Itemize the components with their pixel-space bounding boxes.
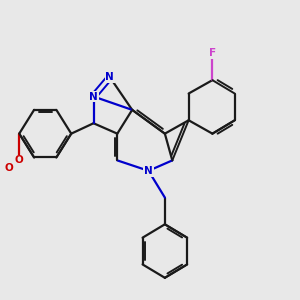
- Text: N: N: [144, 166, 153, 176]
- Text: O: O: [15, 155, 24, 165]
- Text: N: N: [106, 72, 114, 82]
- Text: F: F: [209, 48, 216, 59]
- Text: O: O: [4, 163, 13, 173]
- Text: N: N: [89, 92, 98, 101]
